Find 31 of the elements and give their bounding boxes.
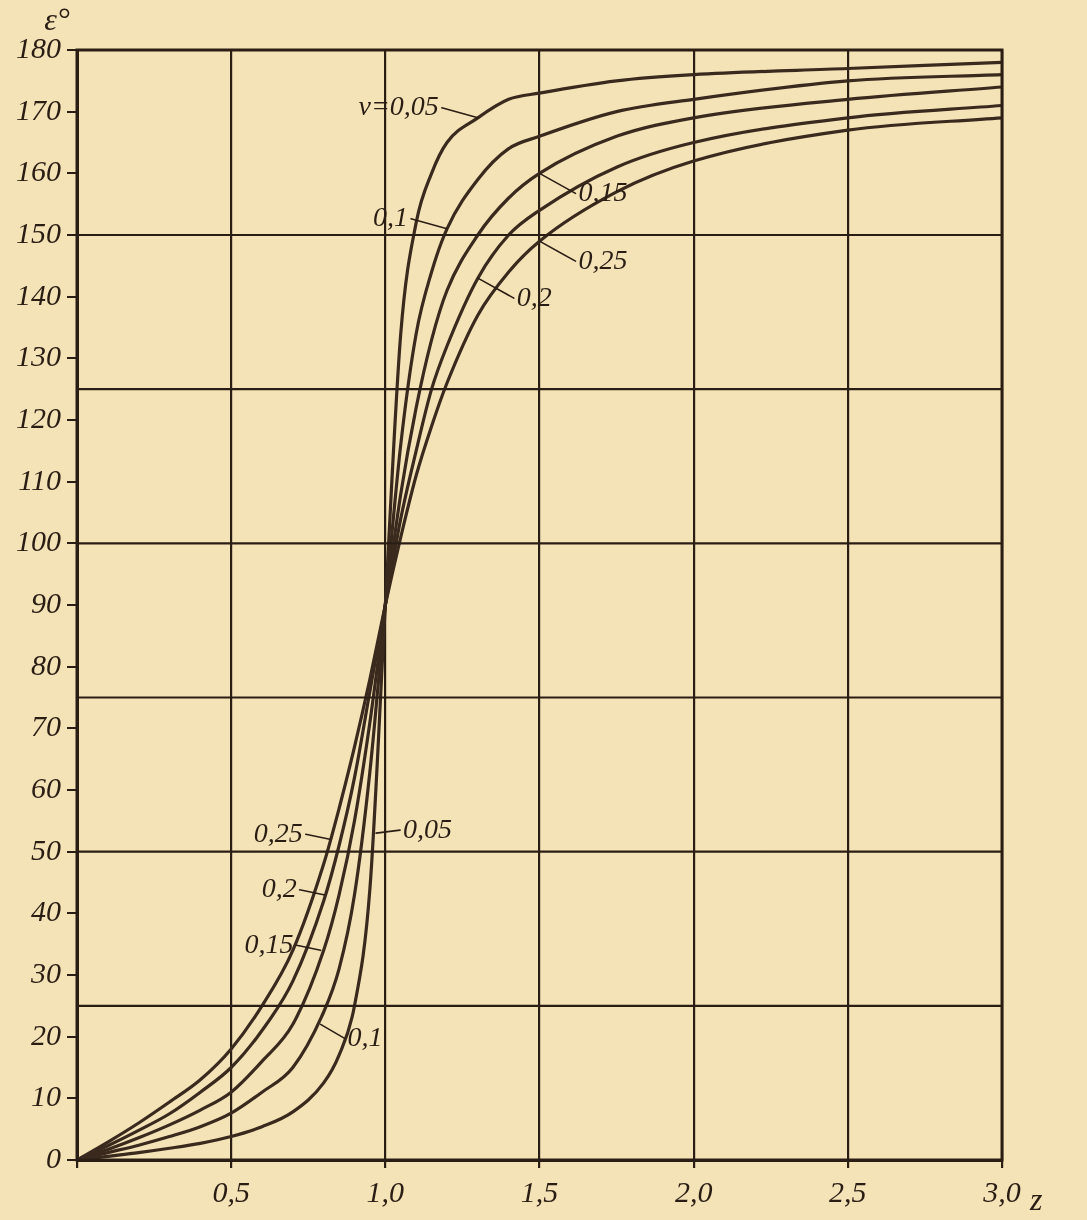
x-axis-title: z <box>1029 1181 1043 1218</box>
x-tick-label: 1,5 <box>520 1174 559 1208</box>
annotation: 0,2 <box>261 872 297 904</box>
y-tick-label: 90 <box>31 585 61 619</box>
y-tick-label: 50 <box>31 832 61 866</box>
y-tick-label: 160 <box>16 154 61 188</box>
y-tick-label: 170 <box>16 92 61 126</box>
y-tick-label: 30 <box>30 955 61 989</box>
annotation: 0,25 <box>253 816 303 848</box>
annotation: 0,1 <box>347 1020 383 1052</box>
y-tick-label: 110 <box>18 462 61 496</box>
x-tick-label: 3,0 <box>982 1174 1021 1208</box>
x-tick-label: 0,5 <box>212 1174 250 1208</box>
annotation: 0,05 <box>403 812 453 844</box>
y-tick-label: 120 <box>16 400 61 434</box>
y-tick-label: 130 <box>16 339 61 373</box>
y-tick-label: 60 <box>31 770 61 804</box>
y-tick-label: 140 <box>16 277 61 311</box>
x-tick-label: 1,0 <box>366 1174 405 1208</box>
y-tick-label: 70 <box>31 709 61 743</box>
y-tick-label: 10 <box>31 1079 61 1113</box>
annotation: 0,15 <box>244 927 294 959</box>
x-tick-label: 2,0 <box>674 1174 713 1208</box>
y-tick-label: 80 <box>31 647 61 681</box>
y-tick-label: 150 <box>16 215 61 249</box>
y-tick-label: 40 <box>31 894 61 928</box>
y-tick-label: 100 <box>16 524 61 558</box>
annotation: 0,25 <box>578 243 628 275</box>
x-tick-label: 2,5 <box>829 1174 867 1208</box>
y-tick-label: 0 <box>46 1140 61 1174</box>
y-tick-label: 20 <box>31 1017 61 1051</box>
